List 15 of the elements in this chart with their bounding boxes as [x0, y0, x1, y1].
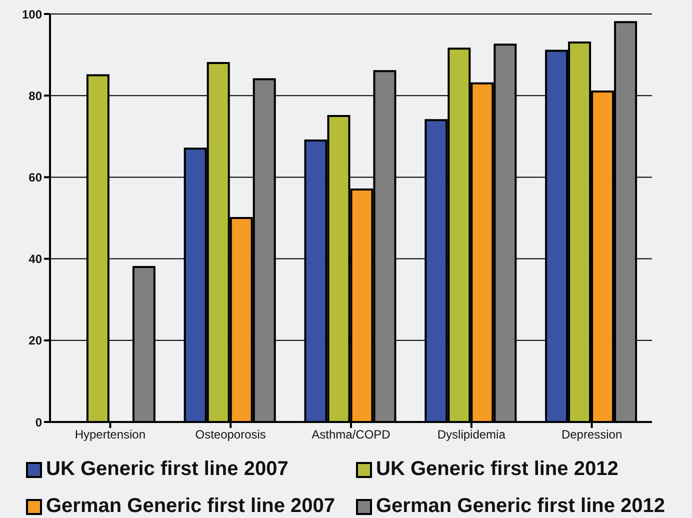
y-tick-label: 60: [28, 170, 42, 184]
y-tick-label: 80: [28, 88, 42, 103]
x-tick-label: Dyslipidemia: [437, 428, 506, 442]
x-tick-label: Asthma/COPD: [312, 428, 391, 442]
y-tick-label: 40: [28, 252, 42, 266]
legend-label: German Generic first line 2012: [376, 495, 666, 518]
legend-label: UK Generic first line 2007: [46, 458, 288, 481]
x-tick-label: Depression: [561, 428, 622, 442]
y-tick-label: 20: [28, 334, 42, 348]
x-tick-label: Osteoporosis: [195, 428, 266, 442]
y-tick-label: 0: [35, 415, 42, 430]
legend-label: UK Generic first line 2012: [376, 458, 618, 481]
y-tick-label: 100: [22, 7, 42, 22]
x-tick-label: Hypertension: [74, 428, 146, 442]
legend-label: German Generic first line 2007: [46, 495, 336, 518]
